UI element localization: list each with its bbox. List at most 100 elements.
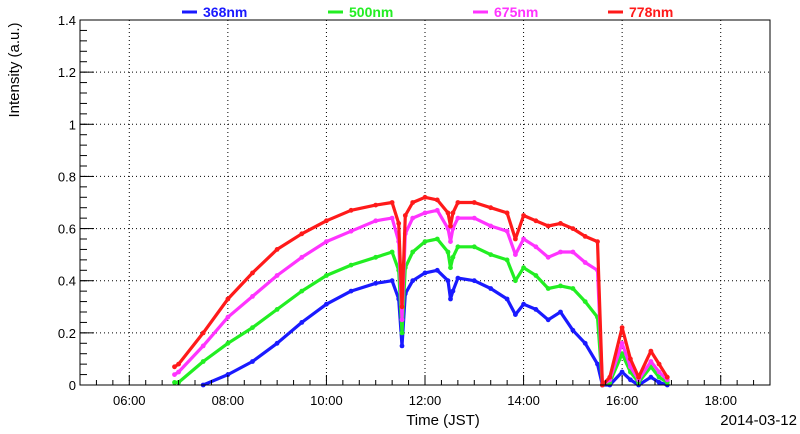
data-point xyxy=(324,218,329,224)
data-point xyxy=(455,244,461,250)
data-point xyxy=(619,340,625,346)
data-point xyxy=(373,218,379,224)
y-axis-title: Intensity (a.u.) xyxy=(6,22,23,117)
data-point xyxy=(471,278,477,284)
data-point xyxy=(348,288,354,294)
data-point xyxy=(422,239,428,245)
data-point xyxy=(448,239,453,245)
data-point xyxy=(389,278,395,284)
data-point xyxy=(445,210,451,216)
plot-frame xyxy=(79,19,771,386)
data-point xyxy=(533,244,539,250)
data-point xyxy=(348,262,354,268)
data-point xyxy=(607,374,613,380)
data-point xyxy=(422,270,428,276)
data-point xyxy=(513,236,518,242)
x-tick-label: 16:00 xyxy=(606,393,639,408)
y-tick-label: 0.6 xyxy=(58,222,76,237)
data-point xyxy=(396,221,402,226)
data-point xyxy=(582,260,588,265)
data-point xyxy=(410,249,416,255)
data-point xyxy=(225,340,231,346)
y-tick-label: 1.4 xyxy=(58,13,76,28)
x-tick-label: 12:00 xyxy=(409,393,442,408)
data-point xyxy=(504,257,510,263)
data-point xyxy=(664,374,670,380)
data-point xyxy=(410,215,416,221)
data-point xyxy=(533,307,539,312)
data-point xyxy=(274,340,280,346)
data-point xyxy=(628,377,633,383)
data-point xyxy=(595,239,600,245)
date-label: 2014-03-12 xyxy=(720,412,797,429)
data-point xyxy=(521,265,526,271)
data-point xyxy=(504,210,510,216)
y-tick-label: 1 xyxy=(69,117,76,132)
data-point xyxy=(619,325,625,330)
data-point xyxy=(450,210,456,216)
grid xyxy=(80,20,770,385)
data-point xyxy=(200,359,206,364)
data-point xyxy=(399,343,405,349)
data-point xyxy=(225,296,231,302)
legend-label: 368nm xyxy=(203,4,247,20)
data-point xyxy=(389,200,395,205)
data-point xyxy=(558,283,563,289)
data-point xyxy=(274,273,280,278)
data-point xyxy=(648,348,654,354)
x-tick-label: 18:00 xyxy=(704,393,737,408)
data-point xyxy=(619,369,625,375)
data-point xyxy=(373,280,379,286)
data-point xyxy=(628,364,633,370)
data-point xyxy=(488,223,494,229)
data-point xyxy=(488,252,494,257)
data-point xyxy=(422,194,428,200)
data-series xyxy=(172,194,670,388)
data-point xyxy=(399,330,405,336)
data-point xyxy=(455,215,461,221)
data-point xyxy=(200,343,206,349)
data-point xyxy=(533,273,539,278)
legend: 368nm 500nm 675nm 778nm xyxy=(182,4,673,20)
x-axis-title: Time (JST) xyxy=(406,412,480,429)
data-point xyxy=(628,356,633,362)
data-point xyxy=(250,325,255,330)
y-tick-label: 0.4 xyxy=(58,274,76,289)
data-point xyxy=(324,239,329,245)
data-point xyxy=(488,205,494,211)
data-point xyxy=(533,218,539,224)
data-point xyxy=(389,215,395,221)
data-point xyxy=(225,314,231,320)
data-point xyxy=(521,301,526,307)
data-point xyxy=(513,252,518,257)
data-point xyxy=(648,359,654,364)
data-point xyxy=(172,380,177,385)
data-point xyxy=(445,249,451,255)
data-point xyxy=(504,296,510,302)
data-point xyxy=(434,267,440,273)
data-point xyxy=(545,223,551,229)
data-point xyxy=(250,270,255,276)
x-tick-label: 14:00 xyxy=(507,393,540,408)
data-point xyxy=(410,278,416,284)
data-point xyxy=(488,286,494,291)
x-tick-label: 08:00 xyxy=(212,393,245,408)
data-point xyxy=(373,202,379,208)
data-point xyxy=(648,374,654,380)
data-point xyxy=(513,278,518,284)
data-point xyxy=(513,312,518,317)
data-point xyxy=(389,249,395,255)
legend-label: 500nm xyxy=(349,4,393,20)
data-point xyxy=(172,372,177,377)
data-point xyxy=(445,278,451,284)
data-point xyxy=(250,294,255,299)
data-point xyxy=(570,226,576,232)
data-point xyxy=(636,374,641,380)
data-point xyxy=(422,210,428,216)
x-tick-label: 10:00 xyxy=(310,393,343,408)
axis-ticks: 06:00 08:00 10:00 12:00 14:00 16:00 18:00 0 0.2 0… xyxy=(58,13,771,408)
data-point xyxy=(570,327,576,333)
data-point xyxy=(448,296,453,302)
data-point xyxy=(299,288,305,294)
